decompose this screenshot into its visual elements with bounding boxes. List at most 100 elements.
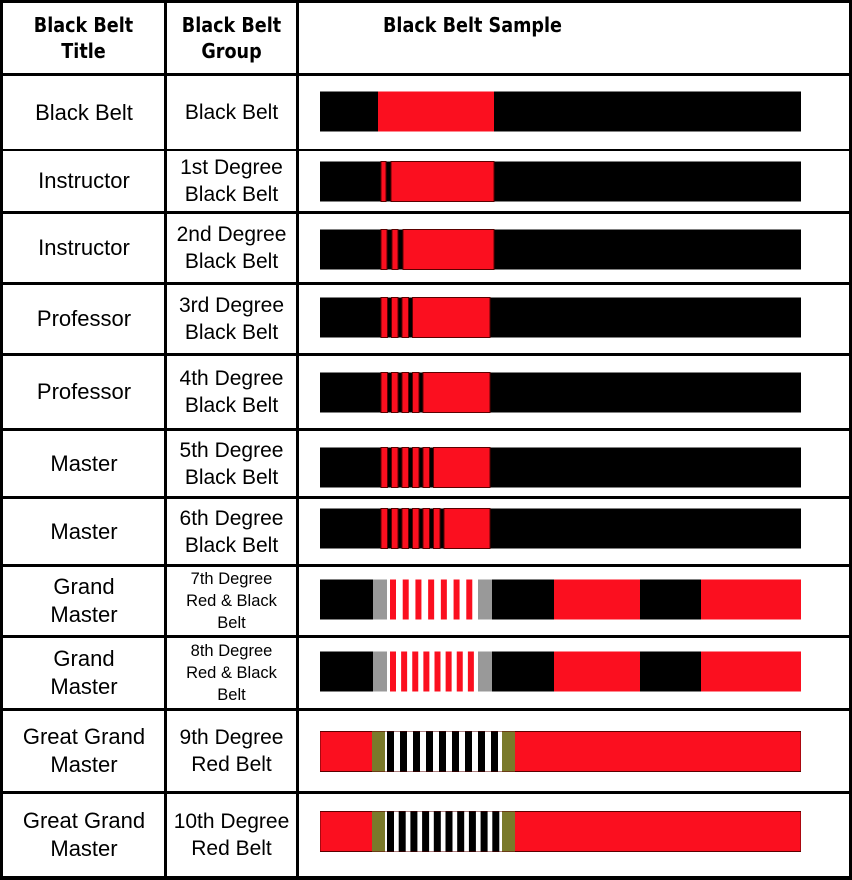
belt-body: [320, 508, 801, 549]
rank-bar-edge: [372, 811, 385, 852]
belt-sample: [320, 229, 801, 270]
belt-title: Professor: [36, 379, 132, 404]
row-divider: [0, 73, 852, 76]
belt-sample: [320, 508, 801, 549]
degree-stripe: [391, 297, 399, 338]
belt-graphic: [320, 508, 801, 549]
belt-title: Grand Master: [50, 646, 118, 699]
belt-graphic: [320, 297, 801, 338]
degree-stripe: [401, 651, 408, 692]
rank-bar: [422, 372, 491, 413]
belt-group: 3rd Degree Black Belt: [178, 294, 285, 344]
belt-block-red: [701, 579, 801, 620]
rank-bar-edge: [502, 731, 515, 772]
belt-sample: [320, 731, 801, 772]
belt-block-red: [554, 651, 640, 692]
degree-stripe: [401, 297, 409, 338]
degree-stripe: [457, 811, 465, 852]
belt-title: Professor: [36, 306, 132, 331]
degree-stripe: [387, 731, 394, 772]
belt-block-red: [701, 651, 801, 692]
column-divider-group: [296, 0, 299, 880]
degree-stripe: [391, 229, 399, 270]
degree-stripe: [453, 579, 460, 620]
degree-stripe: [412, 372, 420, 413]
degree-stripe: [468, 811, 476, 852]
belt-block-black: [320, 651, 373, 692]
belt-graphic: [320, 651, 801, 692]
belt-title-cell: Great Grand Master: [3, 711, 165, 791]
belt-group-cell: 5th Degree Black Belt: [167, 431, 296, 496]
degree-stripe: [492, 811, 500, 852]
belt-title: Instructor: [38, 235, 130, 260]
belt-body: [320, 372, 801, 413]
table-border-left: [0, 0, 3, 880]
belt-block-black: [320, 579, 373, 620]
degree-stripe: [445, 651, 452, 692]
degree-stripe: [401, 447, 409, 488]
degree-stripe: [491, 731, 498, 772]
belt-group-cell: 2nd Degree Black Belt: [167, 214, 296, 282]
degree-stripe: [440, 579, 447, 620]
degree-stripe: [380, 508, 388, 549]
belt-graphic: [320, 579, 801, 620]
belt-title: Master: [50, 518, 118, 544]
belt-group-cell: 4th Degree Black Belt: [167, 356, 296, 428]
belt-group: 6th Degree Black Belt: [179, 506, 284, 557]
belt-sample: [320, 161, 801, 202]
degree-stripe: [423, 651, 430, 692]
belt-block-black: [492, 651, 554, 692]
degree-stripe: [412, 651, 419, 692]
rank-bar-edge: [478, 651, 492, 692]
belt-title-cell: Instructor: [3, 214, 165, 282]
belt-group-cell: 8th Degree Red & Black Belt: [167, 638, 296, 708]
degree-stripe: [465, 731, 472, 772]
belt-title: Grand Master: [50, 574, 118, 627]
belt-title-cell: Grand Master: [3, 567, 165, 635]
belt-sample: [320, 372, 801, 413]
degree-stripe: [478, 731, 485, 772]
degree-stripe: [433, 811, 441, 852]
belt-body: [320, 229, 801, 270]
belt-sample: [320, 811, 801, 852]
belt-group-cell: 9th Degree Red Belt: [167, 711, 296, 791]
belt-group-cell: 7th Degree Red & Black Belt: [167, 567, 296, 635]
row-divider: [0, 708, 852, 711]
table-border-bottom: [0, 876, 852, 880]
degree-stripe: [398, 811, 406, 852]
belt-graphic: [320, 811, 801, 852]
degree-stripe: [422, 447, 430, 488]
belt-title-cell: Professor: [3, 285, 165, 353]
rank-bar: [412, 297, 491, 338]
belt-sample: [320, 297, 801, 338]
header-sample: Black Belt Sample: [383, 13, 562, 37]
table-border-right: [849, 0, 852, 880]
degree-stripe: [452, 731, 459, 772]
belt-title-cell: Master: [3, 431, 165, 496]
degree-stripe: [456, 651, 463, 692]
belt-title: Instructor: [38, 168, 130, 193]
degree-stripe: [380, 161, 387, 202]
row-divider: [0, 635, 852, 638]
degree-stripe: [412, 447, 420, 488]
degree-stripe: [410, 811, 418, 852]
degree-stripe: [413, 731, 420, 772]
belt-group-cell: 1st Degree Black Belt: [167, 151, 296, 211]
belt-group: 5th Degree Black Belt: [179, 438, 284, 489]
degree-stripe: [380, 297, 388, 338]
belt-title-cell: Grand Master: [3, 638, 165, 708]
degree-stripe: [445, 811, 453, 852]
row-divider: [0, 496, 852, 499]
rank-bar: [433, 447, 491, 488]
belt-graphic: [320, 372, 801, 413]
belt-title-cell: Master: [3, 499, 165, 564]
belt-group: 1st Degree Black Belt: [180, 156, 283, 206]
degree-stripe: [422, 811, 430, 852]
rank-bar-edge: [372, 731, 385, 772]
header-title: Black Belt Title: [33, 13, 134, 63]
rank-bar: [378, 91, 494, 132]
degree-stripe: [426, 731, 433, 772]
belt-group-cell: Black Belt: [167, 76, 296, 149]
belt-group-cell: 3rd Degree Black Belt: [167, 285, 296, 353]
belt-title-cell: Instructor: [3, 151, 165, 211]
